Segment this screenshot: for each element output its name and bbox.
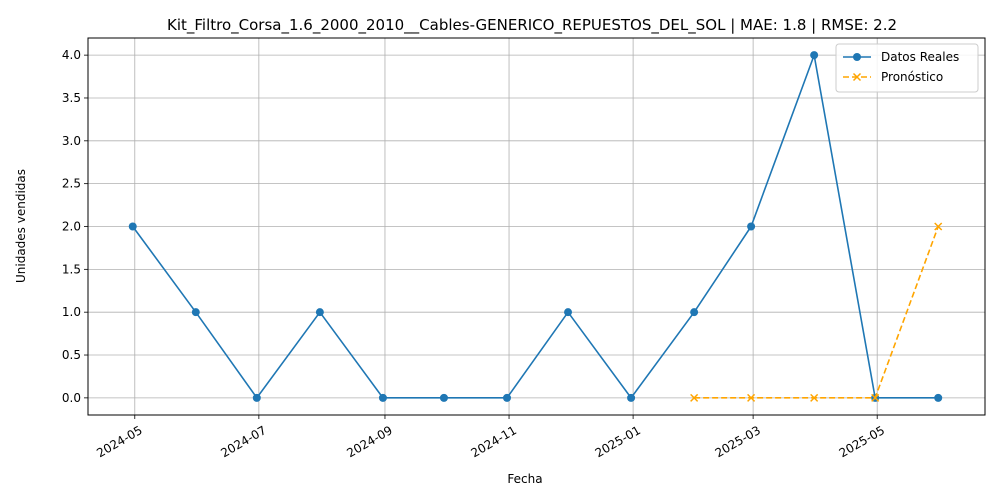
y-tick-label: 3.0 <box>62 134 81 148</box>
y-tick-label: 2.0 <box>62 220 81 234</box>
series-line-1 <box>132 52 939 400</box>
data-point <box>747 393 756 402</box>
x-tick-label: 2024-11 <box>469 423 519 460</box>
x-tick-label: 2025-05 <box>837 423 887 460</box>
data-point <box>627 393 636 402</box>
data-point <box>439 393 448 402</box>
data-point <box>252 393 261 402</box>
x-tick-label: 2024-05 <box>94 423 144 460</box>
data-point <box>503 393 512 402</box>
data-point <box>378 393 387 402</box>
data-point <box>934 393 943 402</box>
data-point <box>934 222 943 231</box>
x-tick-label: 2025-01 <box>593 423 643 460</box>
legend-box <box>835 43 979 93</box>
legend-label: Pronóstico <box>881 70 943 84</box>
data-point <box>191 308 200 317</box>
y-tick-label: 1.5 <box>62 262 81 276</box>
series-layer <box>128 51 943 402</box>
data-point <box>871 393 880 402</box>
x-tick-label: 2024-09 <box>344 423 394 460</box>
x-axis-label: Fecha <box>507 472 542 486</box>
data-point <box>747 222 756 231</box>
legend-swatch-marker <box>853 53 861 61</box>
legend-swatch-marker <box>852 72 862 82</box>
data-point <box>690 393 699 402</box>
legend: Datos Reales Pronóstico <box>835 43 979 93</box>
y-tick-label: 0.5 <box>62 348 81 362</box>
data-point <box>128 222 137 231</box>
y-tick-label: 4.0 <box>62 48 81 62</box>
data-point <box>315 308 324 317</box>
data-point <box>690 308 699 317</box>
data-point <box>810 51 819 60</box>
grid-lines <box>88 38 985 415</box>
x-tick-label: 2025-03 <box>713 423 763 460</box>
data-point <box>564 308 573 317</box>
y-tick-label: 2.5 <box>62 177 81 191</box>
legend-label: Datos Reales <box>881 50 959 64</box>
x-tick-label: 2024-07 <box>218 423 268 460</box>
chart-title: Kit_Filtro_Corsa_1.6_2000_2010__Cables-G… <box>167 16 897 35</box>
y-tick-label: 1.0 <box>62 305 81 319</box>
data-point <box>810 393 819 402</box>
y-tick-label: 3.5 <box>62 91 81 105</box>
y-axis-label: Unidades vendidas <box>14 169 28 283</box>
y-tick-label: 0.0 <box>62 391 81 405</box>
